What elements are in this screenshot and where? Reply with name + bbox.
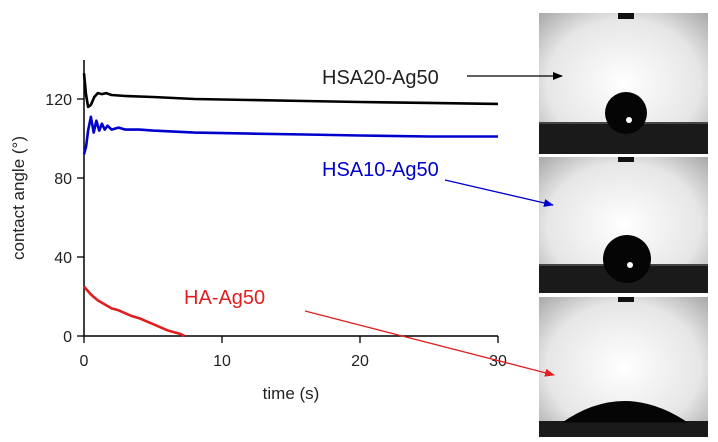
photo-ha xyxy=(539,297,708,437)
series-layer xyxy=(82,73,499,338)
axis-ticks: 0 40 80 120 0 10 20 30 xyxy=(45,92,507,370)
series-line-3 xyxy=(83,285,186,338)
x-tick-label: 30 xyxy=(489,353,507,370)
annotations: HSA20-Ag50 HSA10-Ag50 HA-Ag50 xyxy=(184,67,563,377)
droplet-spread-icon xyxy=(560,401,690,424)
x-tick-label: 20 xyxy=(351,353,369,370)
droplet-sphere-icon xyxy=(605,92,647,134)
photo-hsa20 xyxy=(539,13,708,154)
series-label-ha: HA-Ag50 xyxy=(184,287,265,309)
y-tick-label: 40 xyxy=(54,250,72,267)
photo-hsa10 xyxy=(539,157,708,293)
y-tick-label: 0 xyxy=(63,329,72,346)
plot-axes: 0 40 80 120 0 10 20 30 contact angle (°) time (… xyxy=(9,60,507,403)
arrow-ha xyxy=(304,310,555,377)
y-tick-label: 80 xyxy=(54,171,72,188)
x-tick-label: 10 xyxy=(213,353,231,370)
series-label-hsa10: HSA10-Ag50 xyxy=(322,159,439,181)
x-tick-label: 0 xyxy=(80,353,89,370)
series-line-2 xyxy=(82,115,498,155)
series-label-hsa20: HSA20-Ag50 xyxy=(322,67,439,89)
y-axis-label: contact angle (°) xyxy=(9,136,28,260)
y-tick-label: 120 xyxy=(45,92,72,109)
droplet-photos xyxy=(539,13,708,437)
x-axis-label: time (s) xyxy=(263,384,320,403)
arrow-hsa10 xyxy=(444,179,554,207)
droplet-sphere-icon xyxy=(603,235,651,283)
series-line-1 xyxy=(82,73,499,109)
